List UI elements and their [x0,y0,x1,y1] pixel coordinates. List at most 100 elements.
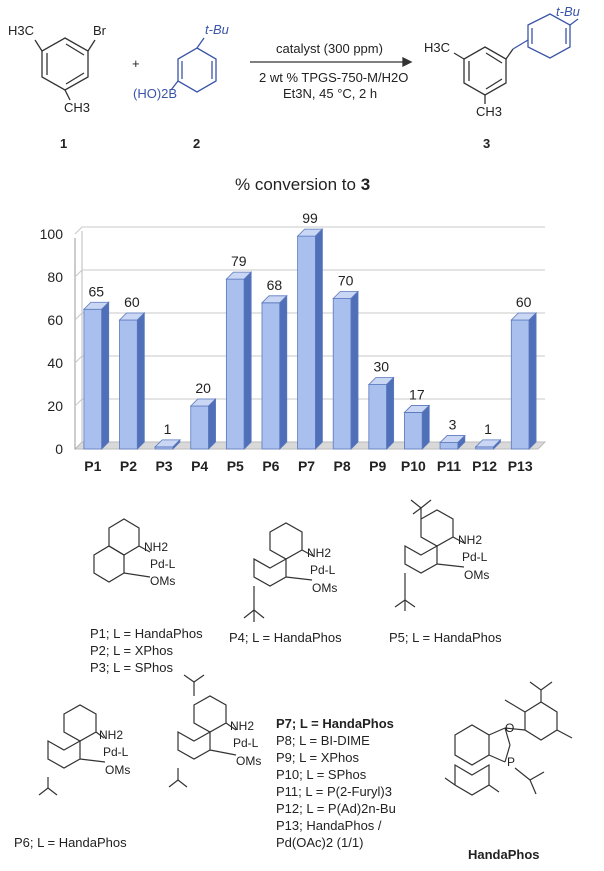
value-label-P6: 68 [267,277,283,293]
p7-pd-l: Pd-L [233,736,259,750]
chart-x-labels: P1 P2 P3 P4 P5 P6 P7 P8 P9 P10 P11 P12 P13 [84,458,533,474]
gridline-80 [74,269,545,278]
value-label-P8: 70 [338,273,354,289]
plus-sign: + [132,56,140,71]
p6-nh2: NH2 [99,728,124,742]
structure-p5 [394,499,465,611]
bar-P5 [225,271,253,450]
bar-P8 [332,290,359,450]
bar-P7 [296,228,324,450]
c3-ch3-bottom: CH3 [476,104,503,119]
bar-side-P10 [421,404,430,450]
bar-P12 [474,438,502,450]
chart-bars [82,228,538,450]
p5-pd-l: Pd-L [462,550,488,564]
bar-side-P6 [279,294,288,450]
y-tick-label-0: 0 [55,441,63,457]
condition-solvent: 2 wt % TPGS-750-M/H2O [259,70,409,85]
compound-3-aryl-ring [527,13,571,59]
bar-side-P3 [172,438,181,450]
handaphos-p: P [507,755,516,769]
y-tick-label-80: 80 [47,269,63,285]
p4-oms: OMs [312,581,338,595]
bar-side-P11 [457,434,466,450]
value-label-P12: 1 [484,421,492,437]
x-tick-label-P10: P10 [401,458,426,474]
bar-side-P7 [315,228,323,450]
structure-p4 [243,522,314,622]
c3-tbu: t-Bu [556,4,580,19]
y-tick-label-40: 40 [47,355,63,371]
legend-p10: P10; L = SPhos [276,767,367,782]
legend-p8: P8; L = BI-DIME [276,733,370,748]
legend-p13b: Pd(OAc)2 (1/1) [276,835,364,850]
p4-pd-l: Pd-L [310,563,336,577]
x-tick-label-P13: P13 [508,458,533,474]
p1-nh2: NH2 [144,540,169,554]
chart-ticks: 0 20 40 60 80 100 [40,226,64,457]
bar-side-P8 [350,290,359,450]
p4-nh2: NH2 [307,546,332,560]
x-tick-label-P2: P2 [120,458,137,474]
c2-boronic: (HO)2B [133,86,178,101]
bar-side-P12 [493,438,501,450]
chart-value-labels: 65 60 1 20 79 68 99 70 30 17 3 1 60 [89,210,532,437]
y-tick-label-60: 60 [47,312,63,328]
legend-p6: P6; L = HandaPhos [14,835,127,850]
compound-3-label: 3 [483,136,491,151]
x-tick-label-P9: P9 [369,458,386,474]
p7-nh2: NH2 [230,719,255,733]
structure-p7-p13 [168,674,237,788]
value-label-P7: 99 [302,210,318,226]
legend-p3: P3; L = SPhos [90,660,173,675]
gridline-100 [74,226,545,235]
compound-2-label: 2 [193,136,201,151]
bar-P13 [510,312,538,450]
bar-side-P1 [101,301,110,450]
condition-catalyst: catalyst (300 ppm) [276,41,383,56]
value-label-P1: 65 [89,283,105,299]
x-tick-label-P7: P7 [298,458,315,474]
x-tick-label-P3: P3 [155,458,172,474]
x-tick-label-P1: P1 [84,458,101,474]
bar-side-P5 [243,271,252,450]
condition-base-temp: Et3N, 45 °C, 2 h [283,86,378,101]
x-tick-label-P6: P6 [262,458,279,474]
legend-p7: P7; L = HandaPhos [276,716,394,731]
bar-P1 [82,301,110,450]
structure-p6 [38,704,106,796]
chart-title-prefix: % conversion to [235,175,361,194]
x-tick-label-P4: P4 [191,458,208,474]
compound-2-ring [177,47,217,93]
legend-p13a: P13; HandaPhos / [276,818,382,833]
bar-P2 [118,312,146,450]
x-tick-label-P12: P12 [472,458,497,474]
p1-oms: OMs [150,574,176,588]
chart-title-bold: 3 [360,175,371,194]
bar-P4 [189,398,217,450]
value-label-P13: 60 [516,294,532,310]
value-label-P2: 60 [124,294,140,310]
legend-handaphos: HandaPhos [468,847,540,862]
x-tick-label-P11: P11 [437,458,461,474]
x-tick-label-P5: P5 [227,458,244,474]
y-tick-label-20: 20 [47,398,63,414]
bar-P6 [261,294,288,450]
c1-ch3-top: H3C [8,23,35,38]
value-label-P5: 79 [231,253,247,269]
chart-title: % conversion to 3 [235,175,370,195]
structure-p1-p3 [93,518,151,583]
value-label-P11: 3 [449,417,457,433]
p6-pd-l: Pd-L [103,745,129,759]
gridline-40 [74,355,545,364]
bar-P3 [154,438,181,450]
c2-tbu: t-Bu [205,22,229,37]
legend-p2: P2; L = XPhos [90,643,173,658]
bar-side-P13 [528,312,537,450]
legend-p1: P1; L = HandaPhos [90,626,203,641]
bar-side-P9 [386,376,395,450]
p5-oms: OMs [464,568,490,582]
bar-P10 [403,404,431,450]
legend-p9: P9; L = XPhos [276,750,359,765]
